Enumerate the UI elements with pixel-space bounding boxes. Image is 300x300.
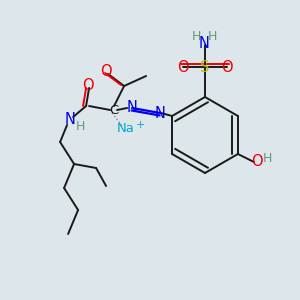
Text: H: H [75, 121, 85, 134]
Text: H: H [191, 31, 201, 44]
Text: H: H [207, 31, 217, 44]
Text: O: O [221, 59, 233, 74]
Text: N: N [199, 37, 209, 52]
Text: O: O [251, 154, 263, 169]
Text: H: H [263, 152, 273, 164]
Text: N: N [155, 106, 166, 121]
Text: O: O [177, 59, 189, 74]
Text: O: O [82, 77, 94, 92]
Text: S: S [200, 59, 210, 74]
Text: O: O [100, 64, 112, 79]
Text: N: N [127, 100, 137, 116]
Text: Na: Na [117, 122, 135, 134]
Text: C: C [110, 103, 119, 116]
Text: +: + [135, 120, 145, 130]
Text: N: N [65, 112, 76, 128]
